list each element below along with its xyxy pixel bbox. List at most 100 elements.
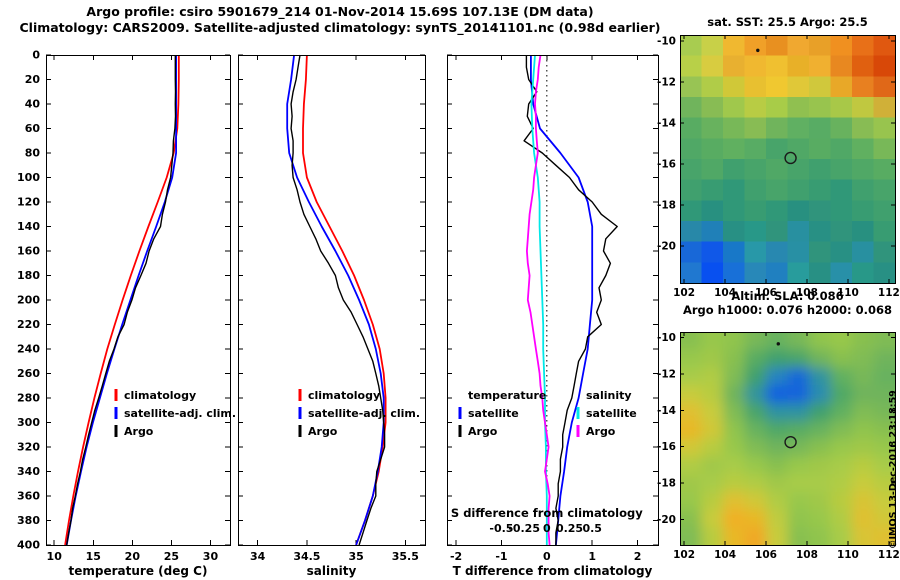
x-tick-label: 15: [86, 550, 101, 563]
secondary-axis-label: S difference from climatology: [451, 506, 643, 520]
depth-tick-label: 360: [17, 490, 40, 503]
axes: [680, 332, 895, 545]
difference-profile: -2 -1 0 1 2T difference from climatology S di…: [447, 54, 659, 578]
lat-tick-label: -18: [657, 478, 676, 490]
depth-tick-label: 20: [25, 73, 41, 86]
figure-subtitle: Climatology: CARS2009. Satellite-adjuste…: [19, 20, 661, 35]
lat-tick-label: -14: [657, 118, 676, 130]
lon-tick-label: 106: [755, 549, 777, 561]
axes: [447, 54, 658, 546]
x-axis-label: salinity: [307, 564, 357, 578]
depth-tick-label: 180: [17, 269, 40, 282]
point-marker: [756, 48, 760, 53]
lon-tick-label: 112: [878, 287, 900, 299]
legend-label: Argo: [308, 425, 338, 438]
map-header: Altim. SLA: 0.086: [731, 289, 843, 303]
x-tick-label: 35: [348, 550, 363, 563]
t-satellite-line: [530, 55, 594, 546]
x-tick-label: 34.5: [293, 550, 320, 563]
plot-frame: [238, 55, 426, 546]
lat-tick-label: -10: [657, 332, 676, 344]
x-tick-label: -1: [495, 550, 507, 563]
map-header: Argo h1000: 0.076 h2000: 0.068: [683, 303, 892, 317]
lat-tick-label: -16: [657, 159, 676, 171]
argo-line: [290, 54, 386, 546]
legend-label: Argo: [468, 425, 498, 438]
x-tick-label: 35.5: [392, 550, 419, 563]
x-tick-label: 20: [125, 550, 141, 563]
x-tick-label: -2: [450, 550, 462, 563]
x-axis-label: T difference from climatology: [453, 564, 653, 578]
legend: climatology satellite-adj. clim. Argo: [298, 389, 420, 438]
lon-tick-label: 112: [878, 549, 900, 561]
depth-tick-label: 240: [17, 343, 40, 356]
temperature-legend: temperature satellite Argo: [458, 389, 546, 438]
legend-label: satellite-adj. clim.: [308, 407, 420, 420]
depth-tick-label: 120: [17, 196, 40, 209]
x-tick-label: 0: [543, 550, 551, 563]
depth-tick-label: 220: [17, 318, 40, 331]
x-tick-label: 30: [203, 550, 219, 563]
lat-tick-label: -18: [657, 200, 676, 212]
temperature-profile: 10 15 20 25 30020406080100120140160180200220…: [17, 49, 236, 579]
depth-tick-label: 80: [25, 147, 41, 160]
lon-tick-label: 102: [673, 549, 695, 561]
legend-label: satellite: [586, 407, 637, 420]
climatology-line: [64, 55, 180, 546]
legend-label: satellite-adj. clim.: [124, 407, 236, 420]
point-marker: [776, 342, 780, 346]
depth-tick-label: 100: [17, 171, 40, 184]
lon-tick-label: 108: [796, 287, 818, 299]
map-header: sat. SST: 25.5 Argo: 25.5: [707, 15, 867, 29]
depth-tick-label: 300: [17, 416, 40, 429]
figure-title: Argo profile: csiro 5901679_214 01-Nov-2…: [86, 4, 594, 19]
lat-tick-label: -14: [657, 405, 676, 417]
x-tick-label: 1: [588, 550, 596, 563]
depth-tick-label: 260: [17, 367, 40, 380]
salinity-profile: 34 34.5 35 35.5 salinity climatology satellite…: [238, 54, 426, 578]
plot-frame: [46, 55, 231, 546]
depth-tick-label: 200: [17, 294, 40, 307]
lat-tick-label: -20: [657, 241, 676, 253]
depth-tick-label: 380: [17, 514, 40, 527]
lon-tick-label: 104: [714, 549, 736, 561]
depth-tick-label: 400: [17, 539, 40, 552]
x-tick-label: 34: [250, 550, 266, 563]
legend-header: salinity: [586, 389, 632, 402]
secondary-tick-label: -0.25: [508, 522, 540, 535]
secondary-tick-label: 0: [543, 522, 551, 535]
depth-tick-label: 320: [17, 441, 40, 454]
lon-tick-label: 104: [714, 287, 736, 299]
axes: [46, 54, 230, 546]
x-axis-label: temperature (deg C): [69, 564, 208, 578]
secondary-tick-label: 0.5: [582, 522, 602, 535]
map-frame: [680, 332, 896, 546]
depth-tick-label: 40: [25, 98, 41, 111]
lat-tick-label: -12: [657, 77, 676, 89]
float-position-marker: [784, 151, 797, 165]
s-argo-line: [526, 54, 551, 546]
lat-tick-label: -12: [657, 368, 676, 380]
legend-label: Argo: [124, 425, 154, 438]
legend-header: temperature: [468, 389, 546, 402]
legend-label: climatology: [124, 389, 196, 402]
depth-tick-label: 140: [17, 220, 40, 233]
depth-tick-label: 0: [32, 49, 40, 62]
lat-tick-label: -16: [657, 441, 676, 453]
climatology-line: [302, 54, 387, 546]
depth-tick-label: 280: [17, 392, 40, 405]
legend-label: climatology: [308, 389, 380, 402]
x-tick-label: 10: [47, 550, 63, 563]
salinity-legend: salinity satellite Argo: [576, 389, 637, 438]
lon-tick-label: 108: [796, 549, 818, 561]
depth-tick-label: 60: [25, 122, 41, 135]
depth-tick-label: 340: [17, 465, 40, 478]
heatmap-cells: [680, 332, 895, 545]
satellite-adj-clim-line: [286, 54, 385, 546]
x-tick-label: 2: [634, 550, 642, 563]
heatmap-cells: [680, 35, 896, 284]
lon-tick-label: 102: [673, 287, 695, 299]
legend-label: Argo: [586, 425, 616, 438]
lon-tick-label: 110: [837, 549, 859, 561]
